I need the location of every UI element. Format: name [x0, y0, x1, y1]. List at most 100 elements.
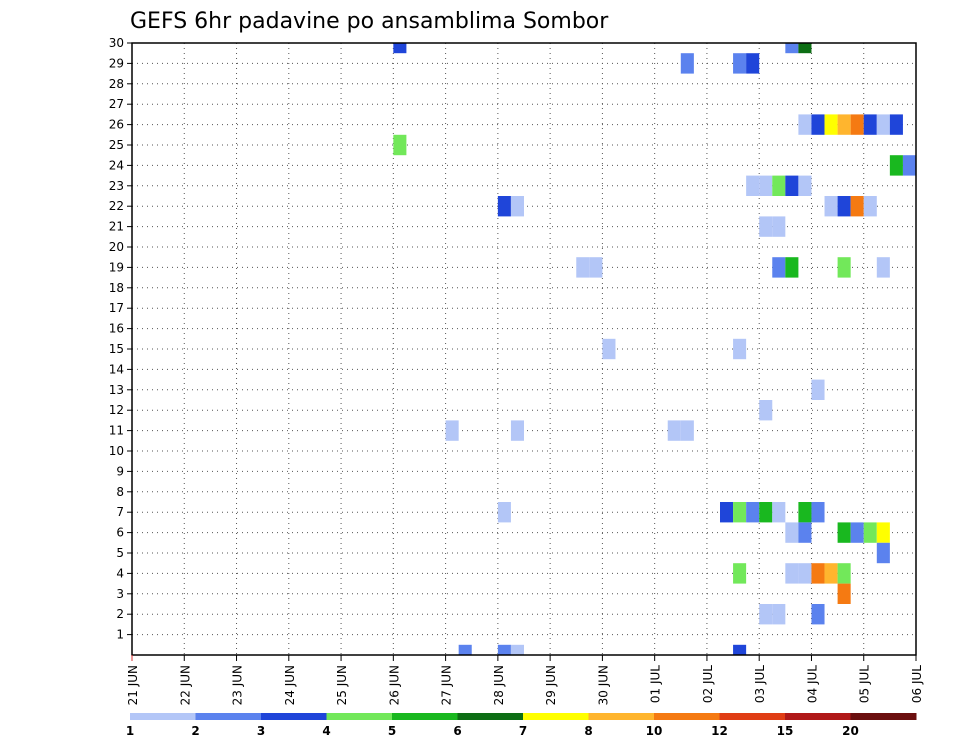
precip-cell: [837, 583, 851, 604]
colorbar-swatch: [392, 713, 458, 720]
precip-cell: [837, 196, 851, 217]
precip-cell: [772, 257, 786, 278]
precip-cell: [510, 196, 524, 217]
precip-cell: [759, 175, 773, 196]
colorbar-swatch: [195, 713, 262, 720]
precip-cell: [811, 563, 825, 584]
precip-cell: [837, 522, 851, 543]
precip-cell: [785, 175, 799, 196]
precip-cell: [733, 338, 747, 360]
y-tick-label: 27: [109, 97, 124, 111]
precip-cell: [497, 502, 511, 523]
colorbar-label: 6: [453, 724, 461, 738]
precip-cell: [785, 43, 799, 54]
x-tick-label: 04 JUL: [805, 665, 819, 703]
precip-cell: [759, 502, 773, 523]
precip-cell: [393, 134, 407, 156]
y-tick-label: 29: [109, 56, 124, 70]
precip-cell: [458, 644, 472, 655]
precip-cell: [733, 53, 747, 74]
colorbar-swatch: [654, 713, 720, 720]
precip-cell: [733, 502, 747, 523]
y-tick-label: 10: [109, 444, 124, 458]
colorbar-label: 10: [646, 724, 663, 738]
precip-cell: [811, 604, 825, 625]
precip-cell: [798, 563, 812, 584]
y-tick-label: 17: [109, 301, 124, 315]
colorbar-label: 5: [388, 724, 396, 738]
precip-cell: [510, 420, 524, 441]
y-tick-label: 9: [116, 464, 124, 478]
y-tick-label: 3: [116, 587, 124, 601]
precip-cell: [863, 522, 877, 543]
precip-cell: [733, 563, 747, 584]
precip-cell: [811, 379, 825, 400]
precip-cell: [785, 522, 799, 543]
y-tick-label: 12: [109, 403, 124, 417]
y-tick-label: 13: [109, 383, 124, 397]
precip-cell: [772, 216, 786, 237]
precip-cell: [510, 644, 524, 655]
precip-cell: [602, 338, 616, 360]
colorbar-swatch: [785, 713, 851, 720]
precip-cell: [811, 114, 825, 135]
precip-cell: [759, 400, 773, 421]
x-tick-label: 30 JUN: [596, 665, 610, 705]
y-tick-label: 14: [109, 362, 124, 376]
chart-title: GEFS 6hr padavine po ansamblima Sombor: [130, 9, 609, 34]
colorbar-label: 15: [777, 724, 794, 738]
x-tick-label: 28 JUN: [492, 665, 506, 705]
precip-cell: [902, 155, 916, 176]
y-tick-label: 1: [116, 628, 124, 642]
precip-cell: [824, 563, 838, 584]
grid-lines: [132, 42, 916, 655]
precip-cell: [876, 542, 890, 564]
precip-cell: [785, 257, 799, 278]
precip-cell: [445, 420, 459, 441]
x-tick-label: 22 JUN: [178, 665, 192, 705]
y-tick-label: 20: [109, 240, 124, 254]
precip-cell: [889, 114, 903, 135]
x-tick-label: 26 JUN: [387, 665, 401, 705]
precip-cell: [497, 644, 511, 655]
precip-cell: [746, 502, 760, 523]
y-tick-label: 2: [116, 607, 124, 621]
y-tick-label: 24: [109, 158, 124, 172]
precip-cell: [824, 114, 838, 135]
y-tick-label: 11: [109, 424, 124, 438]
colorbar-label: 8: [584, 724, 592, 738]
x-tick-label: 24 JUN: [283, 665, 297, 705]
precip-cell: [798, 114, 812, 135]
colorbar-swatch: [326, 713, 393, 720]
precip-cell: [876, 257, 890, 278]
precip-cell: [850, 114, 864, 135]
colorbar-swatch: [588, 713, 655, 720]
y-axis: 1234567891011121314151617181920212223242…: [109, 36, 132, 642]
colorbar-label: 20: [842, 724, 859, 738]
precip-cell: [772, 502, 786, 523]
x-tick-label: 27 JUN: [440, 665, 454, 705]
y-tick-label: 6: [116, 526, 124, 540]
x-tick-label: 25 JUN: [335, 665, 349, 705]
precip-cell: [811, 502, 825, 523]
precip-cell: [733, 644, 747, 655]
colorbar-label: 2: [191, 724, 199, 738]
y-tick-label: 30: [109, 36, 124, 50]
precip-cell: [798, 522, 812, 543]
precip-cell: [759, 216, 773, 237]
x-tick-label: 21 JUN: [126, 665, 140, 705]
precip-cell: [850, 196, 864, 217]
precip-cell: [772, 604, 786, 625]
x-axis: 21 JUN 22 JUN 23 JUN 24 JUN 25 JUN 26 JUN 27 J…: [126, 655, 924, 705]
colorbar-label: 12: [711, 724, 728, 738]
colorbar-swatch: [261, 713, 327, 720]
y-tick-label: 26: [109, 118, 124, 132]
y-tick-label: 15: [109, 342, 124, 356]
y-tick-label: 21: [109, 220, 124, 234]
y-tick-label: 8: [116, 485, 124, 499]
y-tick-label: 22: [109, 199, 124, 213]
y-tick-label: 25: [109, 138, 124, 152]
precip-cell: [876, 114, 890, 135]
colorbar-label: 7: [519, 724, 527, 738]
